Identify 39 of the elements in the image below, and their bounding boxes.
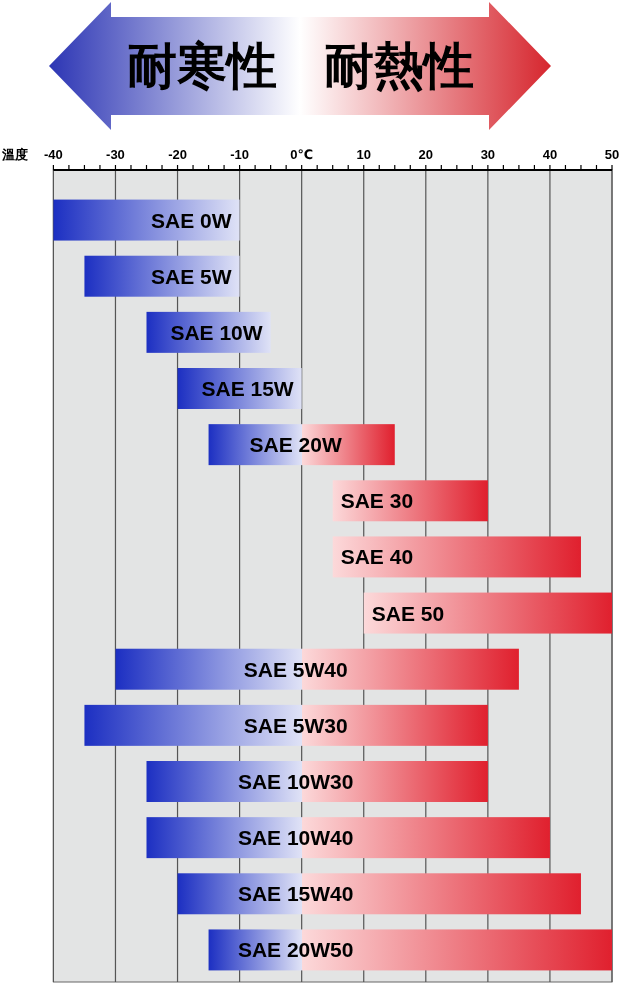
x-tick-label: -10: [230, 146, 249, 162]
x-tick-label: 20: [418, 146, 434, 162]
y-tick-label: SAE 5W: [151, 264, 232, 288]
x-tick-label: 0℃: [290, 146, 314, 162]
bar: [177, 873, 581, 915]
bar: [332, 480, 488, 522]
y-tick-label: SAE 5W40: [243, 657, 348, 681]
y-tick-label: SAE 0W: [151, 208, 232, 232]
y-tick-label: SAE 20W50: [237, 938, 354, 962]
y-tick-label: SAE 15W: [201, 377, 294, 400]
x-tick-label: -20: [168, 146, 187, 162]
y-tick-label: SAE 50: [371, 601, 445, 625]
x-axis-title: 溫度: [1, 146, 28, 162]
y-tick-label: SAE 10W: [170, 320, 263, 344]
y-tick-label: SAE 5W30: [243, 713, 348, 737]
bar: [53, 199, 240, 241]
bar: [208, 424, 395, 466]
bar: [84, 255, 240, 297]
y-tick-label: SAE 15W40: [237, 882, 354, 906]
x-tick-label: 50: [604, 146, 620, 162]
y-tick-label: SAE 30: [340, 489, 414, 513]
bar: [363, 592, 612, 634]
bar: [208, 929, 612, 971]
bar: [146, 761, 488, 802]
bar: [84, 704, 488, 746]
bar: [115, 648, 519, 690]
x-tick-label: -40: [44, 146, 63, 162]
x-tick-label: 30: [480, 146, 496, 162]
x-tick-label: 40: [542, 146, 558, 162]
bar: [332, 536, 581, 578]
x-tick-label: 10: [356, 146, 371, 162]
y-tick-label: SAE 40: [340, 545, 414, 569]
y-tick-label: SAE 10W30: [237, 770, 354, 793]
x-tick-label: -30: [106, 146, 125, 162]
y-tick-label: SAE 10W40: [237, 826, 354, 850]
text: 耐寒性: [126, 38, 277, 94]
y-tick-label: SAE 20W: [249, 433, 342, 457]
text: 耐熱性: [323, 38, 474, 94]
bar: [146, 817, 550, 859]
